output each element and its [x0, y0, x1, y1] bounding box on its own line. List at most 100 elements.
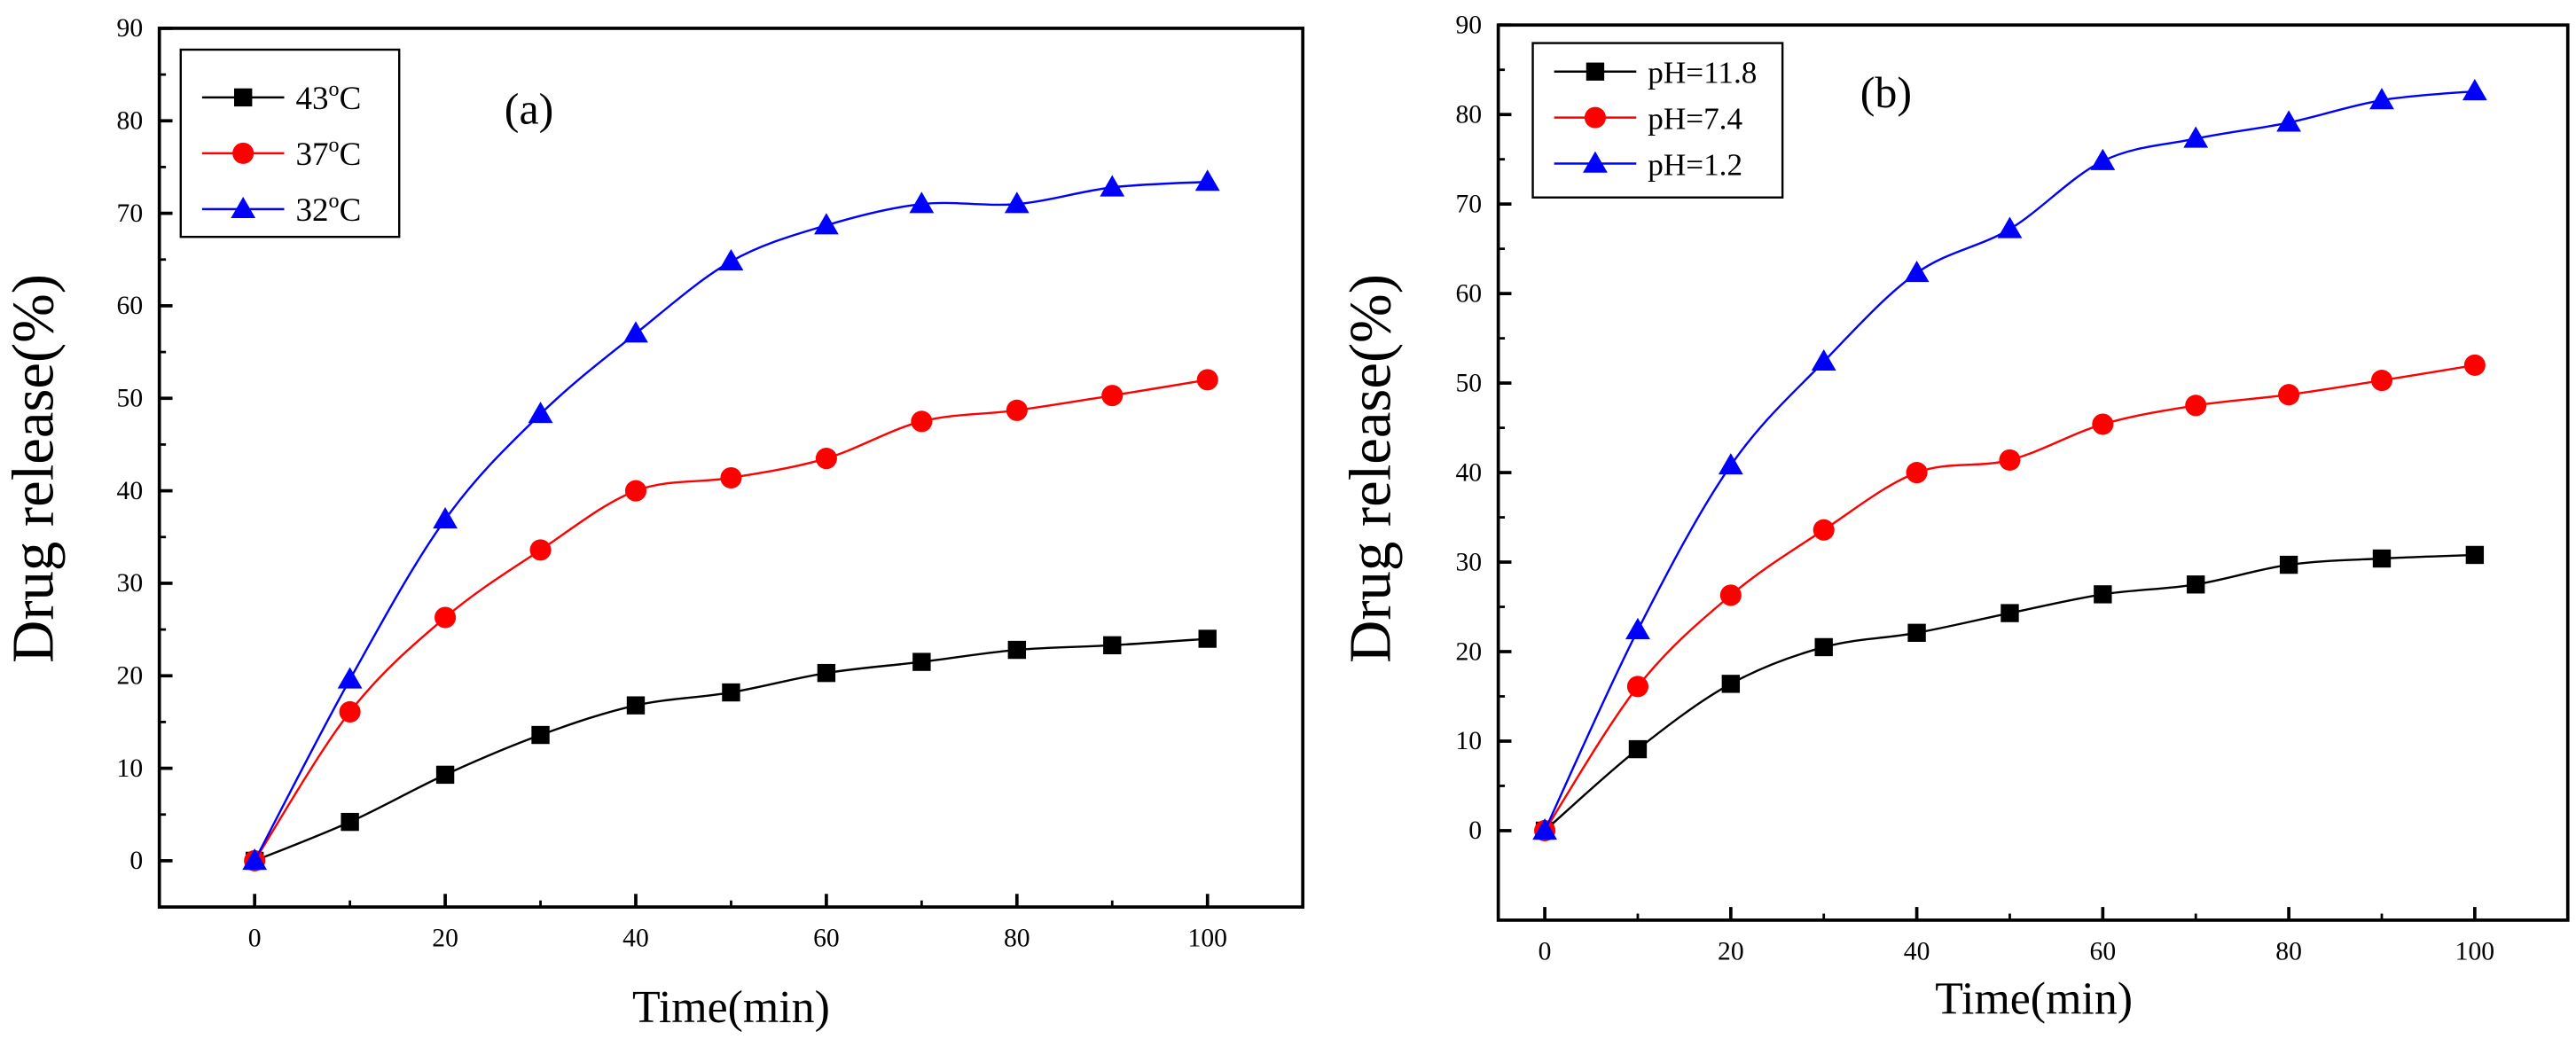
- data-point-square: [1907, 623, 1926, 642]
- legend-item: 32oC: [201, 190, 361, 229]
- y-tick-label: 10: [117, 754, 144, 783]
- data-point-circle: [1999, 449, 2021, 471]
- series-2: [242, 169, 1220, 871]
- chart-panel-a: 0 10 20 30 40 50 60 70 80 90 0 20 40 60 80 100 Time(min)…: [1, 14, 1305, 1033]
- data-point-square: [1198, 629, 1217, 648]
- data-point-square: [341, 812, 359, 832]
- y-tick-label: 80: [117, 107, 144, 136]
- data-point-square: [1628, 739, 1648, 759]
- legend-marker-square: [1586, 62, 1605, 81]
- data-point-triangle: [1997, 216, 2023, 238]
- y-axis-label: Drug release(%): [1, 274, 66, 663]
- legend-label: pH=1.2: [1648, 147, 1742, 182]
- x-tick-label: 0: [248, 925, 262, 953]
- data-point-circle: [1906, 462, 1928, 484]
- y-tick-label: 60: [117, 292, 144, 320]
- data-point-triangle: [1904, 261, 1930, 283]
- data-point-triangle: [718, 248, 744, 271]
- data-point-circle: [2092, 413, 2114, 435]
- data-point-triangle: [2090, 148, 2116, 170]
- data-point-triangle: [1532, 818, 1557, 840]
- data-point-square: [2372, 549, 2392, 568]
- legend-item: 37oC: [201, 134, 361, 173]
- data-point-triangle: [2462, 79, 2487, 101]
- legend-marker-circle: [1584, 106, 1606, 129]
- data-point-square: [1007, 640, 1026, 660]
- y-tick-label: 40: [1455, 458, 1482, 487]
- data-point-circle: [1006, 399, 1028, 421]
- data-point-circle: [2185, 395, 2207, 417]
- data-point-circle: [2370, 370, 2393, 392]
- legend-label: 37oC: [295, 134, 361, 173]
- data-point-square: [626, 696, 646, 715]
- legend-label-name: 32: [295, 192, 328, 229]
- data-point-circle: [435, 606, 457, 629]
- legend-marker-square: [234, 88, 253, 107]
- series-line: [1543, 90, 2475, 832]
- data-point-square: [435, 765, 455, 785]
- data-point-circle: [1813, 519, 1835, 541]
- data-point-square: [531, 725, 550, 745]
- y-tick-label: 30: [117, 569, 144, 598]
- data-point-triangle: [1718, 453, 1743, 475]
- data-point-triangle: [1194, 169, 1220, 191]
- y-tick-label: 90: [117, 14, 144, 43]
- data-point-circle: [1626, 676, 1649, 698]
- data-point-circle: [815, 448, 837, 470]
- data-point-triangle: [814, 213, 839, 235]
- legend-label-name: pH=11.8: [1648, 56, 1757, 90]
- legend-item: pH=7.4: [1554, 102, 1742, 137]
- y-tick-label: 80: [1455, 100, 1482, 129]
- y-tick-label: 70: [1455, 190, 1482, 218]
- data-point-circle: [624, 480, 647, 502]
- data-point-circle: [529, 539, 552, 561]
- y-tick-label: 70: [117, 199, 144, 228]
- data-point-triangle: [2276, 110, 2301, 132]
- legend-label: 43oC: [295, 78, 361, 117]
- legend-marker-circle: [232, 142, 254, 164]
- legend-label-name: pH=1.2: [1648, 147, 1742, 182]
- data-point-square: [1814, 637, 1833, 657]
- series-line: [254, 637, 1208, 863]
- legend-label-name: 37: [295, 137, 328, 173]
- legend-marker-triangle: [231, 196, 256, 219]
- legend-label-name: 43: [295, 81, 328, 117]
- x-tick-label: 80: [2275, 937, 2302, 965]
- legend-box: [1531, 42, 1784, 199]
- data-point-circle: [911, 410, 933, 433]
- legend-item: pH=1.2: [1554, 147, 1742, 182]
- y-tick-label: 50: [1455, 369, 1482, 397]
- legend-marker-triangle: [1583, 151, 1608, 173]
- legend-item: 43oC: [201, 78, 361, 117]
- y-axis-label: Drug release(%): [1338, 274, 1403, 663]
- x-tick-label: 80: [1004, 925, 1030, 953]
- data-point-triangle: [1625, 617, 1650, 639]
- x-tick-label: 100: [1188, 925, 1227, 953]
- legend-label-unit: C: [340, 192, 362, 229]
- data-point-triangle: [909, 191, 935, 214]
- series-line: [254, 379, 1208, 862]
- chart-panel-b: 0 10 20 30 40 50 60 70 80 90 0 20 40 60 80 100 Time(min)…: [1338, 11, 2570, 1025]
- data-point-triangle: [1004, 191, 1030, 214]
- legend-label: 32oC: [295, 190, 361, 229]
- data-point-square: [722, 683, 740, 702]
- legend-label-name: pH=7.4: [1648, 102, 1742, 137]
- data-point-square: [2094, 585, 2112, 604]
- x-tick-label: 0: [1539, 937, 1552, 965]
- data-point-triangle: [2369, 88, 2394, 110]
- legend-box: [179, 48, 401, 238]
- x-axis-label: Time(min): [632, 982, 830, 1033]
- data-point-circle: [720, 466, 742, 489]
- data-point-circle: [339, 700, 361, 723]
- data-point-circle: [1719, 584, 1742, 606]
- legend-label-unit: C: [340, 137, 362, 173]
- legend-label-degree: o: [329, 190, 340, 213]
- data-point-square: [912, 652, 931, 671]
- x-axis-label: Time(min): [1935, 974, 2133, 1025]
- data-point-square: [2465, 545, 2485, 565]
- data-point-circle: [2463, 354, 2486, 376]
- data-point-triangle: [1811, 348, 1836, 371]
- y-tick-label: 0: [129, 847, 143, 875]
- data-point-square: [1103, 636, 1122, 655]
